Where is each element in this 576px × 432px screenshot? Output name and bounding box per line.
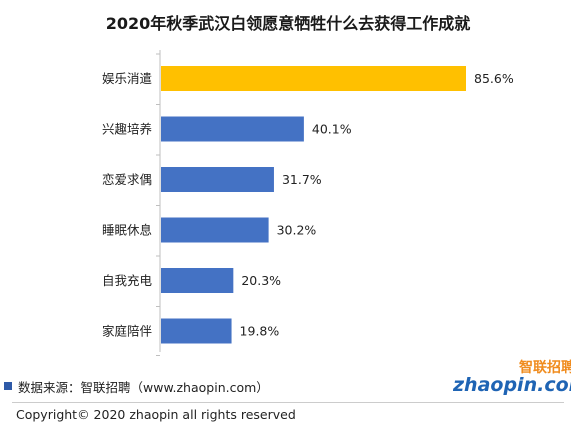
bar-1 — [161, 116, 304, 142]
value-label-5: 19.8% — [240, 324, 280, 339]
bar-0 — [161, 66, 466, 91]
value-label-2: 31.7% — [282, 172, 322, 187]
category-label-0: 娱乐消遣 — [102, 71, 152, 86]
category-label-5: 家庭陪伴 — [102, 324, 153, 339]
bar-3 — [161, 217, 269, 243]
category-label-2: 恋爱求偶 — [102, 172, 152, 187]
data-source-text: 数据来源：智联招聘（www.zhaopin.com） — [18, 380, 269, 395]
category-label-4: 自我充电 — [102, 273, 153, 288]
zhaopin-logo: 智联招聘 zhaopin.com — [453, 359, 571, 396]
bar-4 — [161, 268, 234, 293]
footer-divider — [12, 402, 564, 403]
bar-5 — [161, 318, 232, 344]
value-label-0: 85.6% — [474, 71, 514, 86]
chart-title: 2020年秋季武汉白领愿意牺牲什么去获得工作成就 — [105, 14, 471, 33]
value-label-3: 30.2% — [277, 223, 317, 238]
copyright-text: Copyright© 2020 zhaopin all rights reser… — [16, 407, 296, 422]
category-label-1: 兴趣培养 — [102, 122, 152, 137]
value-label-4: 20.3% — [241, 273, 281, 288]
svg-text:zhaopin.com: zhaopin.com — [453, 374, 571, 396]
source-marker — [4, 382, 12, 390]
value-label-1: 40.1% — [312, 122, 352, 137]
bar-chart: 娱乐消遣 85.6% 兴趣培养 40.1% 恋爱求偶 31.7% 睡眠休息 30.2% 自我充电… — [102, 50, 514, 356]
svg-text:智联招聘: 智联招聘 — [518, 359, 571, 376]
category-label-3: 睡眠休息 — [102, 223, 152, 238]
bar-2 — [161, 167, 274, 192]
